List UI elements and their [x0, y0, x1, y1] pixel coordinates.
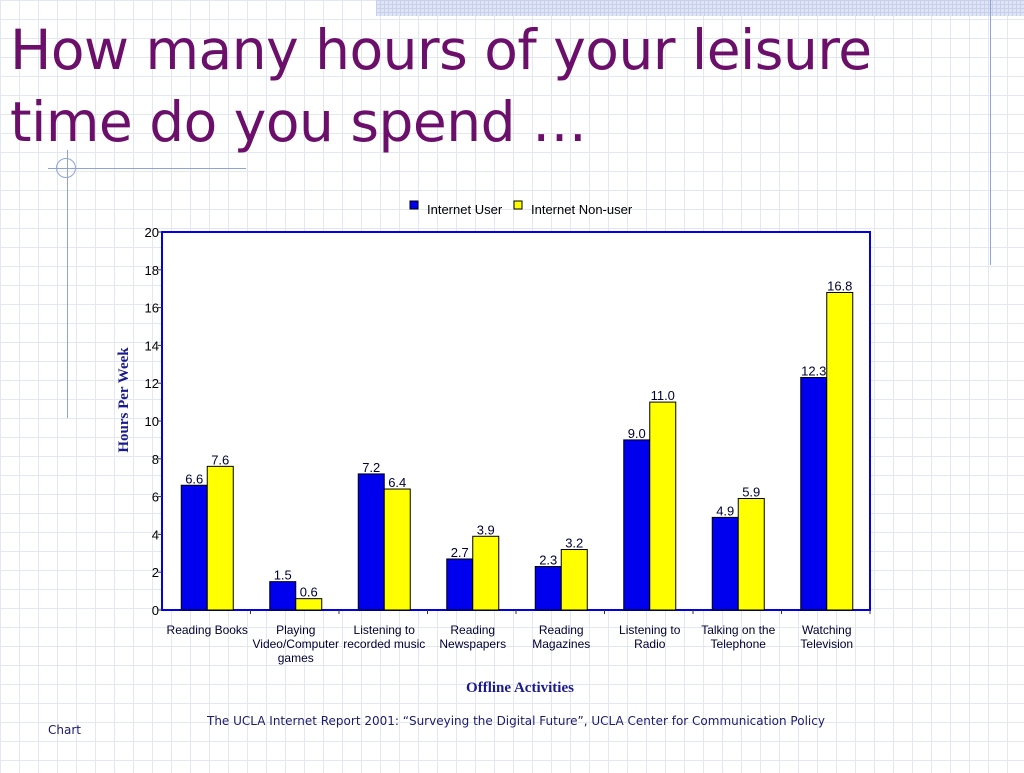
data-label: 11.0 [651, 388, 675, 403]
x-axis-title: Offline Activities [466, 680, 574, 696]
x-tick-label: Playing Video/Computer games [253, 623, 340, 665]
bar [446, 558, 474, 611]
bar [295, 598, 323, 611]
legend-label: Internet User [427, 202, 503, 217]
x-tick-label-line: games [278, 651, 314, 665]
y-tick-label: 2 [152, 565, 159, 580]
data-label: 1.5 [274, 568, 292, 583]
footer-label: Chart [48, 723, 81, 737]
x-tick-label: Listening to recorded music [343, 623, 425, 651]
y-tick-label: 10 [145, 414, 159, 429]
legend-label: Internet Non-user [531, 202, 633, 217]
y-tick-label: 12 [145, 376, 159, 391]
data-label: 7.2 [362, 460, 380, 475]
source-citation: The UCLA Internet Report 2001: “Surveyin… [207, 714, 825, 728]
x-tick-label-line: Watching [802, 623, 852, 637]
top-pattern-band [376, 0, 1024, 16]
y-tick-label: 8 [152, 452, 159, 467]
bar [472, 535, 500, 611]
bar [649, 401, 677, 611]
data-label: 3.9 [477, 522, 495, 537]
data-label: 5.9 [742, 484, 760, 499]
bar [357, 473, 385, 611]
data-label: 9.0 [628, 426, 646, 441]
y-tick-label: 4 [152, 527, 159, 542]
x-tick-label-line: Radio [634, 637, 666, 651]
slide-title-line-2: time do you spend … [10, 90, 587, 154]
y-tick-label: 18 [145, 263, 159, 278]
y-tick-label: 16 [145, 301, 159, 316]
x-tick-label: Reading Magazines [532, 623, 590, 651]
data-label: 0.6 [300, 585, 318, 600]
y-axis-title: Hours Per Week [116, 347, 132, 453]
decorative-rule-right [990, 0, 991, 265]
data-label: 6.4 [388, 475, 406, 490]
bar [560, 549, 588, 611]
x-tick-label-line: Video/Computer [253, 637, 340, 651]
slide-title-line-1: How many hours of your leisure [10, 18, 872, 82]
x-tick-label-line: Playing [276, 623, 315, 637]
slide-title: How many hours of your leisure time do y… [10, 14, 970, 158]
bar [826, 291, 854, 611]
y-tick-label: 6 [152, 490, 159, 505]
data-label: 3.2 [565, 536, 583, 551]
x-tick-label-line: Reading [539, 623, 584, 637]
decorative-rule-vertical [67, 150, 68, 418]
x-tick-label: Listening to Radio [619, 623, 681, 651]
x-tick-label: Reading Newspapers [439, 623, 506, 651]
data-label: 2.7 [451, 545, 469, 560]
y-tick-label: 0 [152, 603, 159, 618]
data-label: 12.3 [801, 364, 826, 379]
bar [623, 439, 651, 611]
x-tick-label: Reading Books [167, 623, 248, 637]
y-tick-label: 20 [145, 225, 159, 240]
data-label: 2.3 [539, 553, 557, 568]
bar [711, 516, 739, 611]
x-tick-label-line: Listening to [354, 623, 416, 637]
x-tick-label-line: Reading Books [167, 623, 248, 637]
bar [383, 488, 411, 611]
bar [269, 581, 297, 611]
x-tick-label-line: Talking on the [701, 623, 775, 637]
bar [206, 465, 234, 611]
legend-swatch [409, 200, 419, 210]
bar [534, 566, 562, 611]
legend-swatch [513, 200, 523, 210]
y-tick-label: 14 [145, 338, 159, 353]
x-tick-label: Talking on the Telephone [701, 623, 775, 651]
data-label: 4.9 [716, 503, 734, 518]
data-label: 6.6 [185, 471, 203, 486]
x-tick-label-line: Magazines [532, 637, 590, 651]
decorative-circle [56, 158, 76, 178]
bar [180, 484, 208, 611]
bar [737, 497, 765, 611]
x-tick-label-line: Reading [450, 623, 495, 637]
x-tick-label-line: Telephone [711, 637, 767, 651]
data-label: 16.8 [827, 278, 852, 293]
x-tick-label: Watching Television [800, 623, 853, 651]
x-tick-label-line: Listening to [619, 623, 681, 637]
x-tick-label-line: Newspapers [439, 637, 506, 651]
data-label: 7.6 [211, 452, 229, 467]
bar [800, 377, 828, 611]
decorative-rule-horizontal [48, 168, 246, 169]
x-tick-label-line: Television [800, 637, 853, 651]
x-tick-label-line: recorded music [343, 637, 425, 651]
